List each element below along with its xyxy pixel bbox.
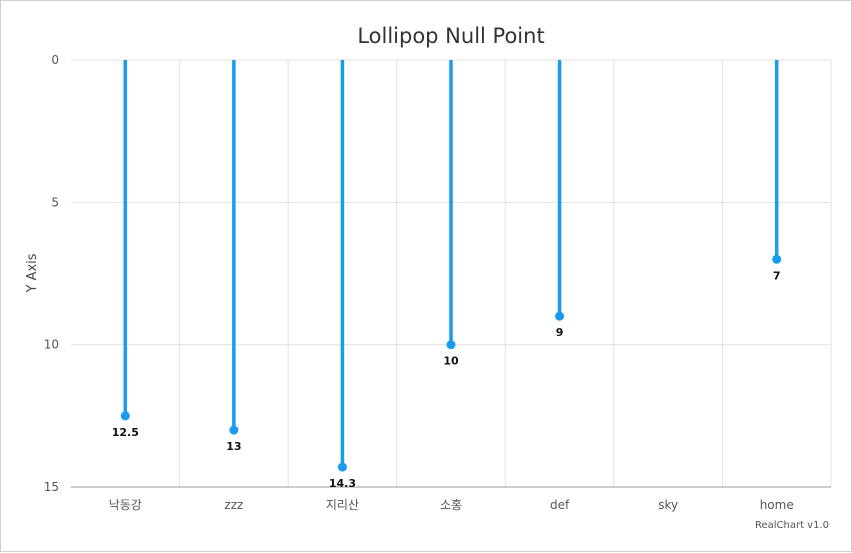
lollipop-point[interactable] — [772, 254, 782, 264]
x-tick-label: 낙동강 — [109, 498, 142, 512]
lollipop-point[interactable] — [337, 462, 347, 472]
data-label: 13 — [226, 440, 241, 453]
x-tick-label: 지리산 — [326, 498, 359, 512]
x-tick-label: home — [760, 498, 794, 512]
lollipop-point[interactable] — [120, 411, 130, 421]
y-tick-label: 10 — [44, 338, 59, 352]
credit-label: RealChart v1.0 — [755, 520, 829, 531]
y-tick-label: 5 — [51, 195, 59, 209]
chart-title: Lollipop Null Point — [357, 24, 544, 48]
lollipop-point[interactable] — [555, 311, 565, 321]
lollipop-point[interactable] — [446, 340, 456, 350]
marks-layer: 12.5 13 14.3 10 9 7 — [112, 60, 782, 490]
y-tick-label: 15 — [44, 480, 59, 494]
x-tick-label: sky — [658, 498, 678, 512]
lollipop-point[interactable] — [229, 425, 239, 435]
x-tick-label: 소홍 — [440, 498, 462, 512]
x-tick-label: def — [550, 498, 570, 512]
axis-layer: 0 5 10 15 낙동강 zzz 지리산 소홍 def sky home — [44, 53, 831, 512]
y-tick-label: 0 — [51, 53, 59, 67]
data-label: 14.3 — [329, 477, 356, 490]
data-label: 9 — [556, 326, 564, 339]
x-tick-label: zzz — [224, 498, 243, 512]
data-label: 7 — [773, 269, 781, 282]
data-label: 10 — [443, 355, 459, 368]
y-axis-label: Y Axis — [25, 253, 40, 293]
data-label: 12.5 — [112, 426, 139, 439]
